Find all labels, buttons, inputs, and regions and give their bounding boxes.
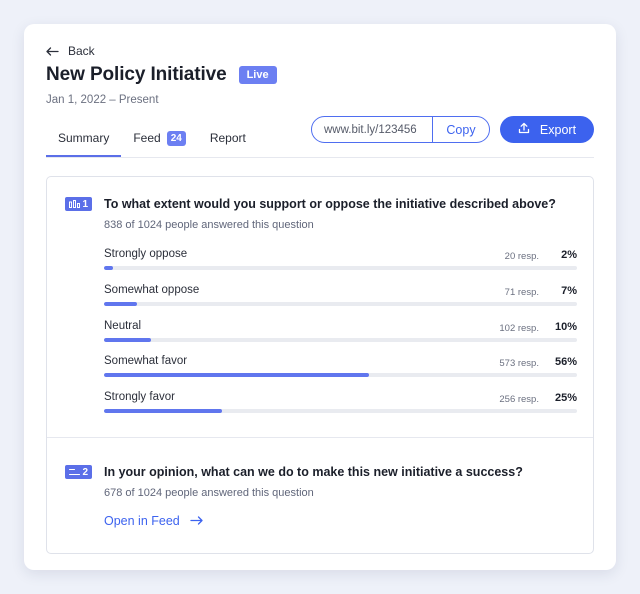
option-label: Somewhat oppose	[104, 284, 200, 296]
question-1-badge: 1	[65, 197, 92, 211]
question-1-answered: 838 of 1024 people answered this questio…	[104, 219, 314, 231]
share-url-field[interactable]: www.bit.ly/123456	[312, 117, 433, 142]
open-in-feed-link[interactable]: Open in Feed	[104, 514, 203, 528]
export-label: Export	[539, 122, 577, 137]
option-responses: 256 resp.	[499, 394, 539, 405]
tab-summary-label: Summary	[58, 131, 110, 145]
option-bar-fill	[104, 302, 138, 306]
option-bar-track	[104, 338, 577, 342]
question-2-header: 2 In your opinion, what can we do to mak…	[65, 465, 523, 479]
tab-feed[interactable]: Feed 24	[121, 126, 197, 157]
copy-button[interactable]: Copy	[446, 122, 476, 137]
arrow-left-icon	[46, 46, 59, 56]
question-2-badge: 2	[65, 465, 92, 479]
option-bar-fill	[104, 266, 114, 270]
option-bar-track	[104, 302, 577, 306]
question-1-title: To what extent would you support or oppo…	[104, 197, 556, 211]
option-label: Neutral	[104, 320, 142, 332]
feed-count-badge: 24	[166, 131, 186, 146]
bar-chart-icon	[69, 200, 80, 208]
tab-bar: Summary Feed 24 Report	[46, 126, 258, 157]
tab-feed-label: Feed	[133, 131, 161, 145]
option-label: Strongly favor	[104, 391, 175, 403]
date-range: Jan 1, 2022 – Present	[46, 94, 159, 106]
option-responses: 71 resp.	[504, 287, 539, 298]
question-1-number: 1	[82, 198, 88, 210]
back-label: Back	[68, 44, 95, 58]
option-bar-track	[104, 409, 577, 413]
tab-report-label: Report	[209, 131, 246, 145]
option-row: Somewhat oppose 71 resp. 7%	[104, 284, 577, 310]
question-divider	[47, 437, 593, 438]
question-2-title: In your opinion, what can we do to make …	[104, 465, 523, 479]
option-percent: 2%	[561, 249, 577, 261]
status-badge: Live	[238, 66, 277, 84]
export-button[interactable]: Export	[500, 116, 594, 143]
arrow-right-icon	[190, 514, 203, 528]
share-link-group: www.bit.ly/123456 Copy	[311, 116, 490, 143]
back-button[interactable]: Back	[46, 44, 95, 58]
option-percent: 10%	[554, 321, 577, 333]
option-bar-fill	[104, 373, 369, 377]
option-bar-track	[104, 266, 577, 270]
option-label: Strongly oppose	[104, 248, 188, 260]
questions-panel: 1 To what extent would you support or op…	[46, 176, 594, 554]
option-bar-track	[104, 373, 577, 377]
survey-card: Back New Policy Initiative Live Jan 1, 2…	[24, 24, 616, 570]
option-responses: 20 resp.	[504, 251, 539, 262]
question-2-number: 2	[82, 466, 88, 478]
option-responses: 573 resp.	[499, 358, 539, 369]
option-row: Somewhat favor 573 resp. 56%	[104, 355, 577, 381]
option-percent: 7%	[561, 285, 577, 297]
tab-report[interactable]: Report	[198, 126, 258, 157]
upload-icon	[518, 122, 530, 137]
option-bar-fill	[104, 409, 223, 413]
page-title: New Policy Initiative	[46, 64, 227, 85]
option-label: Somewhat favor	[104, 355, 188, 367]
title-row: New Policy Initiative Live	[46, 64, 277, 86]
option-percent: 56%	[554, 356, 577, 368]
tabs-divider	[46, 157, 594, 158]
question-2-answered: 678 of 1024 people answered this questio…	[104, 487, 314, 499]
option-bar-fill	[104, 338, 152, 342]
open-in-feed-label: Open in Feed	[104, 514, 180, 528]
tab-summary[interactable]: Summary	[46, 126, 122, 157]
option-row: Strongly oppose 20 resp. 2%	[104, 248, 577, 274]
question-1-header: 1 To what extent would you support or op…	[65, 197, 556, 211]
option-percent: 25%	[554, 392, 577, 404]
option-row: Strongly favor 256 resp. 25%	[104, 391, 577, 417]
text-lines-icon	[69, 468, 80, 476]
option-responses: 102 resp.	[499, 323, 539, 334]
option-row: Neutral 102 resp. 10%	[104, 320, 577, 346]
